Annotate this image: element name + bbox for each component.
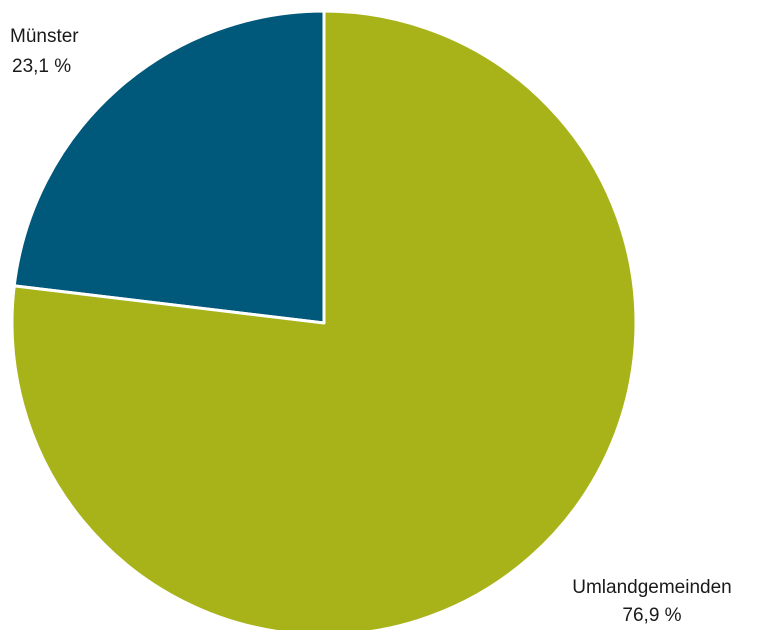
slice-label-muenster-name: Münster: [10, 26, 79, 47]
slice-label-muenster-value: 23,1 %: [12, 56, 71, 77]
slice-label-umland-name: Umlandgemeinden: [572, 577, 732, 598]
pie-slices: [10, 9, 638, 630]
pie-slice-umlandgemeinden: [10, 9, 638, 630]
pie-slice-muenster: [12, 9, 326, 325]
slice-label-umland-value: 76,9 %: [622, 605, 681, 626]
